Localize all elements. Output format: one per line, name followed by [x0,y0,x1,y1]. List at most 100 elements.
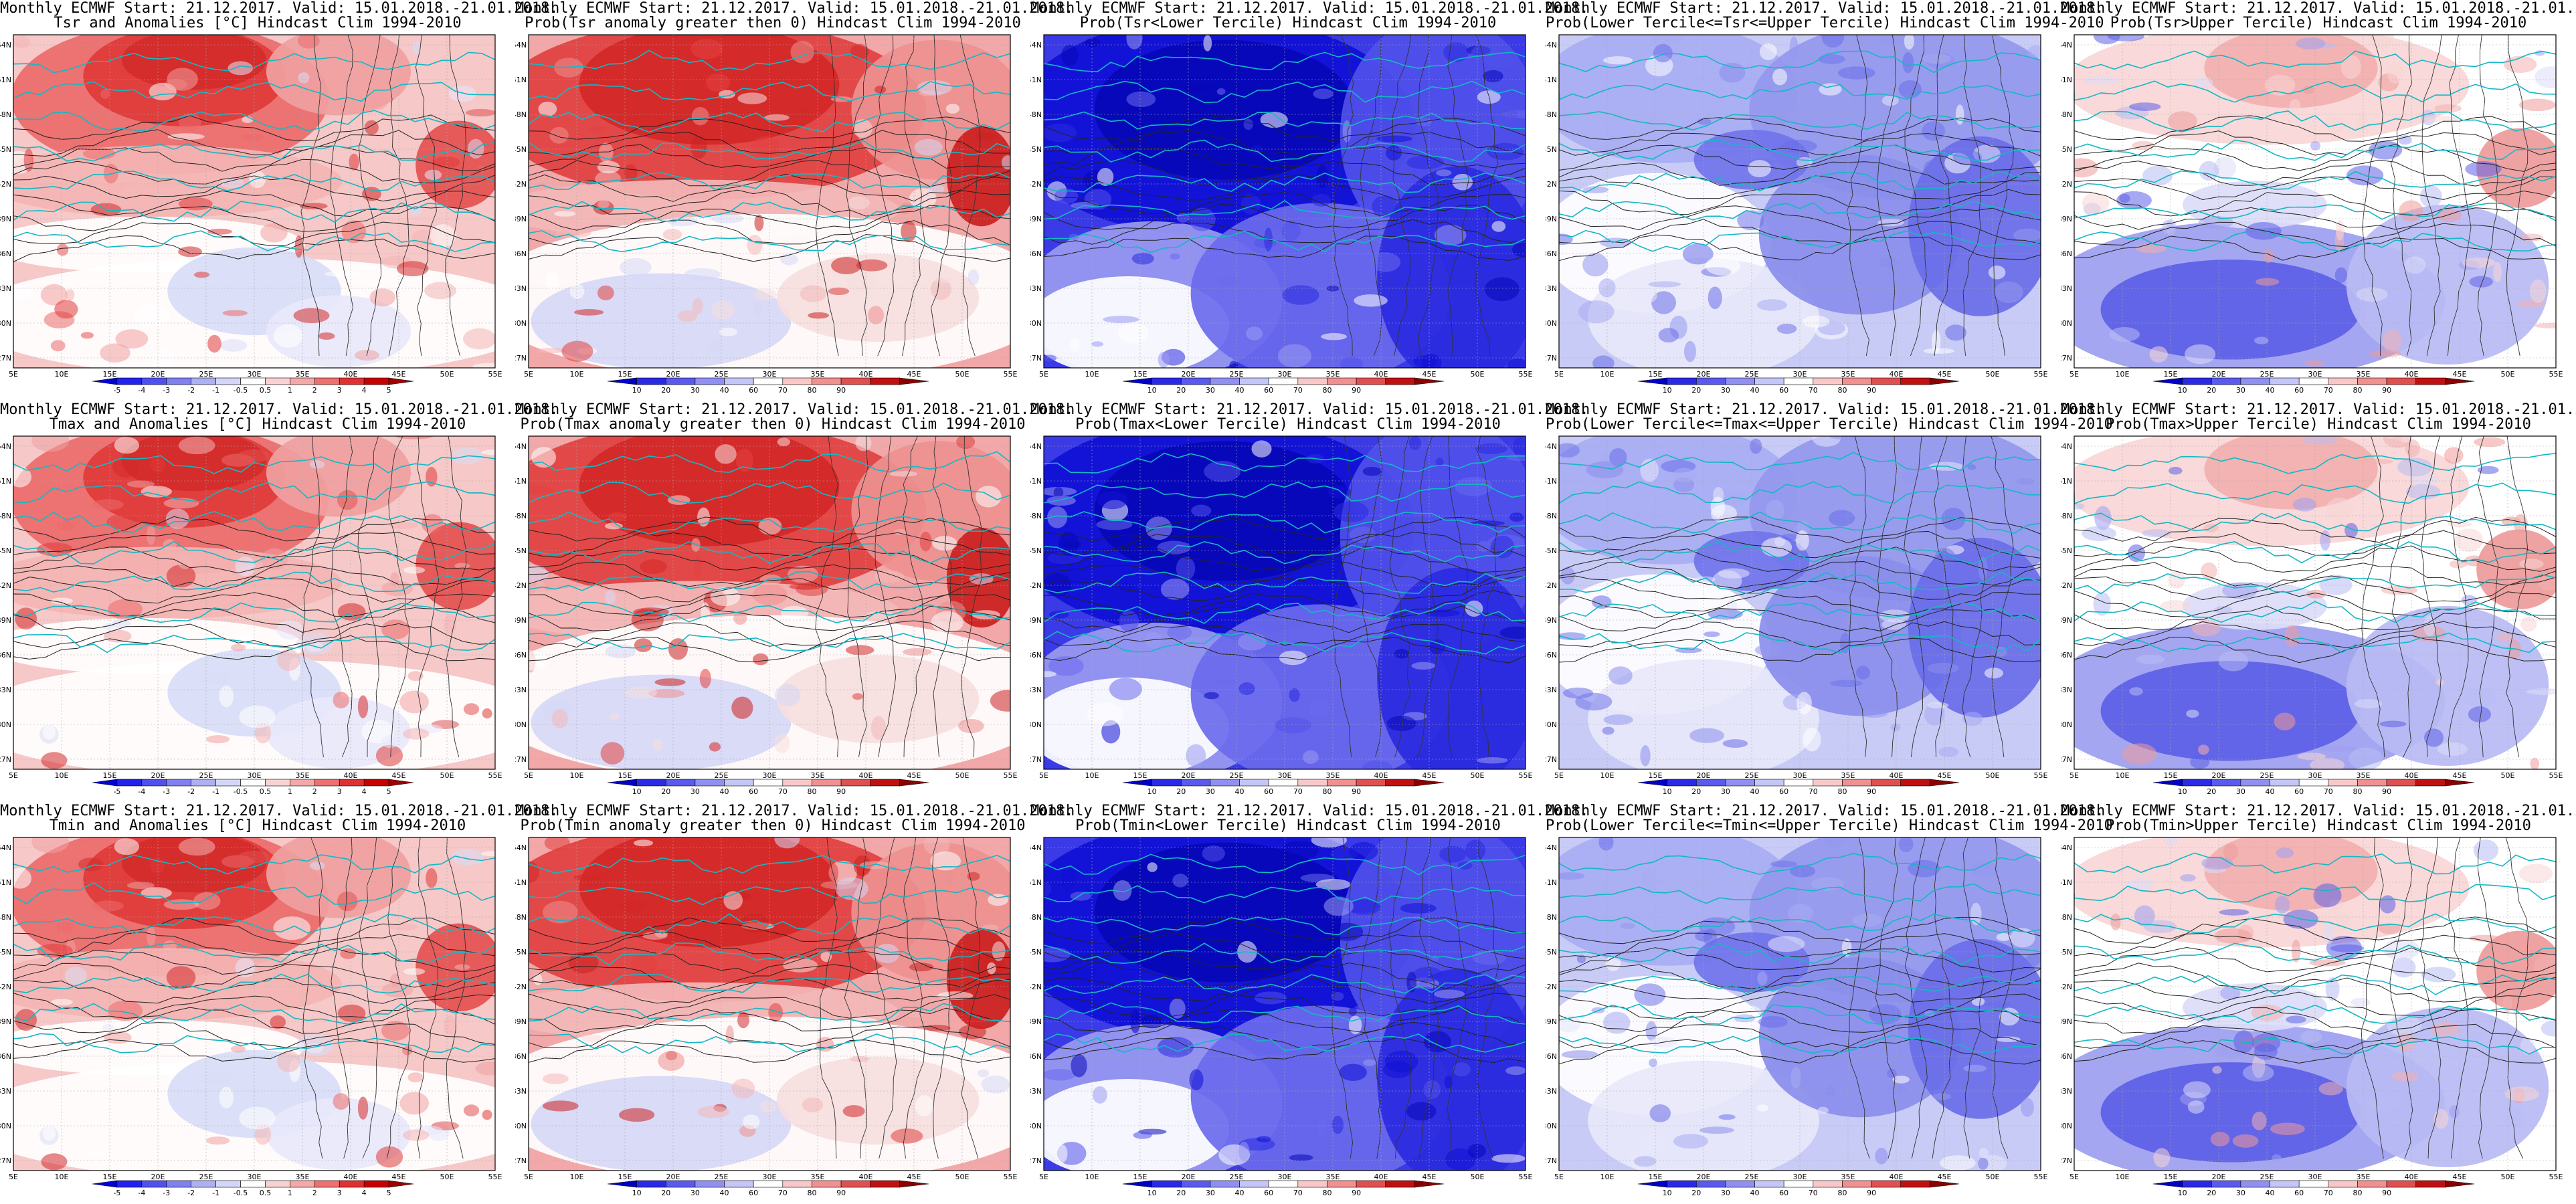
lon-tick-label: 50E [955,370,970,379]
lat-tick-label: 42N [1030,581,1042,590]
lat-tick-label: 36N [2061,249,2072,258]
lon-tick-label: 25E [199,771,213,780]
lat-tick-label: 51N [515,76,527,84]
lon-tick-label: 5E [524,1173,533,1181]
lon-tick-label: 10E [55,771,69,780]
lat-tick-label: 30N [2061,720,2072,729]
colorbar-tick-label: -3 [163,386,170,395]
colorbar-tick-label: 70 [2324,1189,2333,1197]
lat-tick-label: 27N [1546,1157,1557,1165]
colorbar-tick-label: 10 [1147,386,1157,395]
colorbar-tick-label: 20 [2207,1189,2216,1197]
colorbar-tick-label: 80 [807,386,816,395]
colorbar-tick-label: 30 [1721,386,1730,395]
colorbar-tick-label: 60 [1779,386,1788,395]
forecast-map: 54N 51N 48N 45N 42N 39N 36N 33N 30N 27N 5E 10E 15E 20… [515,435,1018,796]
lon-tick-label: 50E [1471,771,1485,780]
lat-tick-label: 48N [0,913,11,922]
lat-tick-label: 36N [1546,249,1557,258]
colorbar-tick-label: 70 [2324,386,2333,395]
colorbar-tick-label: -5 [113,386,120,395]
colorbar-tick-label: 80 [1322,1189,1331,1197]
lat-tick-label: 39N [0,616,11,625]
lon-tick-label: 45E [907,370,921,379]
colorbar-tick-label: 0.5 [260,386,272,395]
lat-tick-label: 54N [1546,843,1557,852]
lon-tick-label: 10E [2116,1173,2130,1181]
colorbar-tick-label: 40 [1235,386,1245,395]
lat-tick-label: 36N [0,1052,11,1061]
lat-tick-label: 39N [2061,616,2072,625]
lat-tick-label: 27N [2061,354,2072,363]
lat-tick-label: 48N [515,110,527,119]
panel-title-line1: Monthly ECMWF Start: 21.12.2017. Valid: … [2061,0,2576,17]
lat-tick-label: 54N [2061,843,2072,852]
lon-tick-label: 50E [2501,771,2515,780]
lon-tick-label: 25E [199,1173,213,1181]
lat-tick-label: 51N [515,878,527,887]
lon-tick-label: 40E [1890,771,1904,780]
lat-tick-label: 45N [2061,948,2072,957]
lon-tick-label: 35E [1841,370,1855,379]
lon-tick-label: 40E [1890,370,1904,379]
lon-tick-label: 40E [859,771,873,780]
lon-tick-label: 35E [1326,370,1340,379]
colorbar-tick-label: 1 [288,1189,292,1197]
map-panel: Monthly ECMWF Start: 21.12.2017. Valid: … [2061,401,2576,803]
lon-tick-label: 50E [2501,370,2515,379]
panel-title-line2: Prob(Tsr>Upper Tercile) Hindcast Clim 19… [2110,15,2527,31]
lon-tick-label: 15E [1133,370,1147,379]
lat-tick-label: 48N [1546,512,1557,520]
colorbar-tick-label: 40 [1750,386,1760,395]
lat-tick-label: 33N [1030,284,1042,293]
map-panel: Monthly ECMWF Start: 21.12.2017. Valid: … [515,0,1073,401]
lat-tick-label: 27N [0,755,11,764]
map-panel: Monthly ECMWF Start: 21.12.2017. Valid: … [0,0,558,401]
colorbar-tick-label: 20 [2207,386,2216,395]
lon-tick-label: 40E [1890,1173,1904,1181]
lat-tick-label: 45N [0,145,11,154]
lon-tick-label: 5E [1039,1173,1048,1181]
lat-tick-label: 33N [0,686,11,694]
colorbar-tick-label: 40 [2266,787,2275,796]
lon-tick-label: 50E [1986,370,2000,379]
colorbar-tick-label: 40 [1235,787,1245,796]
panel-title-line1: Monthly ECMWF Start: 21.12.2017. Valid: … [1546,0,2104,17]
colorbar-tick-label: 1 [288,386,292,395]
colorbar: 10 20 30 40 60 70 80 90 [1122,377,1445,395]
colorbar-tick-label: 80 [2353,787,2362,796]
lat-tick-label: 27N [2061,1157,2072,1165]
lon-tick-label: 30E [2308,370,2322,379]
lat-tick-label: 36N [1030,249,1042,258]
lat-tick-label: 39N [1030,616,1042,625]
lon-tick-label: 5E [1039,370,1048,379]
lon-tick-label: 25E [1230,370,1244,379]
lat-tick-label: 42N [2061,581,2072,590]
colorbar-tick-label: -3 [163,1189,170,1197]
forecast-map: 54N 51N 48N 45N 42N 39N 36N 33N 30N 27N 5E 10E 15E 20… [2061,34,2563,395]
lon-tick-label: 35E [1841,1173,1855,1181]
panel-title-line2: Prob(Tmax<Lower Tercile) Hindcast Clim 1… [1075,416,1501,433]
colorbar-tick-label: 40 [720,386,729,395]
lat-tick-label: 30N [515,319,527,328]
colorbar-tick-label: 60 [2294,386,2304,395]
lon-tick-label: 30E [248,370,262,379]
lat-tick-label: 27N [515,1157,527,1165]
colorbar-tick-label: 90 [2382,787,2391,796]
lon-tick-label: 45E [392,370,406,379]
colorbar-tick-label: 30 [1721,1189,1730,1197]
colorbar-tick-label: 30 [1721,787,1730,796]
lon-tick-label: 10E [1600,1173,1615,1181]
lon-tick-label: 55E [2549,370,2563,379]
lat-tick-label: 48N [1030,512,1042,520]
lon-tick-label: 35E [1841,771,1855,780]
colorbar-tick-label: -2 [187,386,195,395]
colorbar-tick-label: 10 [1147,1189,1157,1197]
lon-tick-label: 45E [907,1173,921,1181]
lat-tick-label: 39N [1546,616,1557,625]
lon-tick-label: 5E [9,771,18,780]
lat-tick-label: 42N [2061,180,2072,189]
lat-tick-label: 36N [1030,651,1042,660]
colorbar-tick-label: 90 [2382,1189,2391,1197]
colorbar-tick-label: 20 [1691,787,1701,796]
